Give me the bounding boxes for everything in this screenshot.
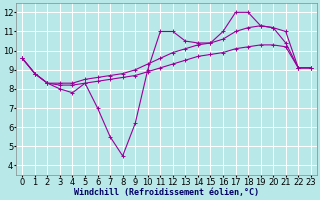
X-axis label: Windchill (Refroidissement éolien,°C): Windchill (Refroidissement éolien,°C)	[74, 188, 259, 197]
